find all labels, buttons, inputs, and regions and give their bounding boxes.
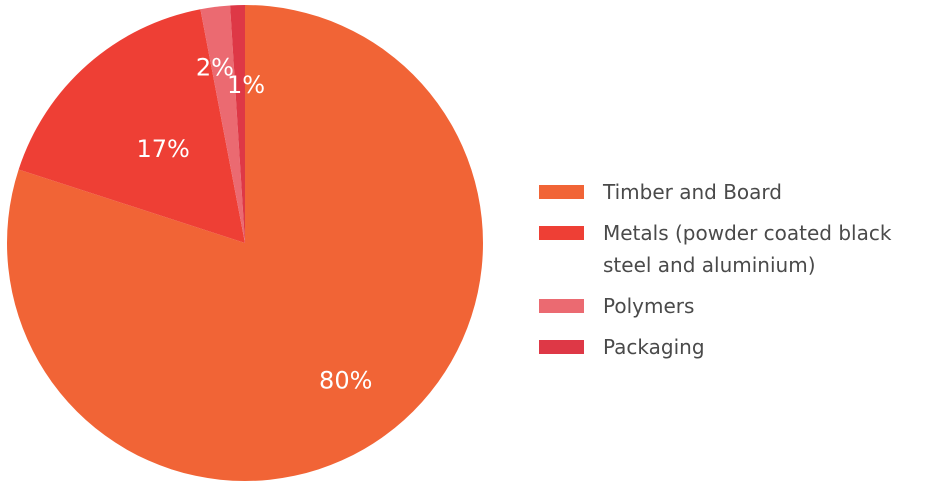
legend-label-packaging: Packaging	[603, 335, 705, 359]
legend-swatch-timber	[539, 185, 584, 199]
slice-label-metals: 17%	[136, 135, 189, 163]
legend-swatch-polymers	[539, 299, 584, 313]
pie-slice-metals	[18, 9, 246, 243]
slice-label-polymers: 2%	[196, 53, 234, 81]
legend-label-metals: Metals (powder coated black steel and al…	[603, 221, 892, 277]
legend-swatch-packaging	[539, 340, 584, 354]
slice-label-timber: 80%	[319, 367, 372, 395]
legend-item-packaging: Packaging	[539, 331, 951, 363]
legend: Timber and Board Metals (powder coated b…	[539, 176, 951, 372]
legend-label-polymers: Polymers	[603, 294, 695, 318]
pie-slice-timber	[6, 5, 483, 481]
legend-item-timber: Timber and Board	[539, 176, 951, 208]
legend-item-polymers: Polymers	[539, 290, 951, 322]
legend-label-timber: Timber and Board	[603, 180, 782, 204]
pie-slice-packaging	[230, 5, 245, 243]
legend-item-metals: Metals (powder coated black steel and al…	[539, 217, 951, 281]
pie-slice-polymers	[200, 5, 245, 244]
slice-label-packaging: 1%	[227, 71, 265, 99]
legend-swatch-metals	[539, 226, 584, 240]
